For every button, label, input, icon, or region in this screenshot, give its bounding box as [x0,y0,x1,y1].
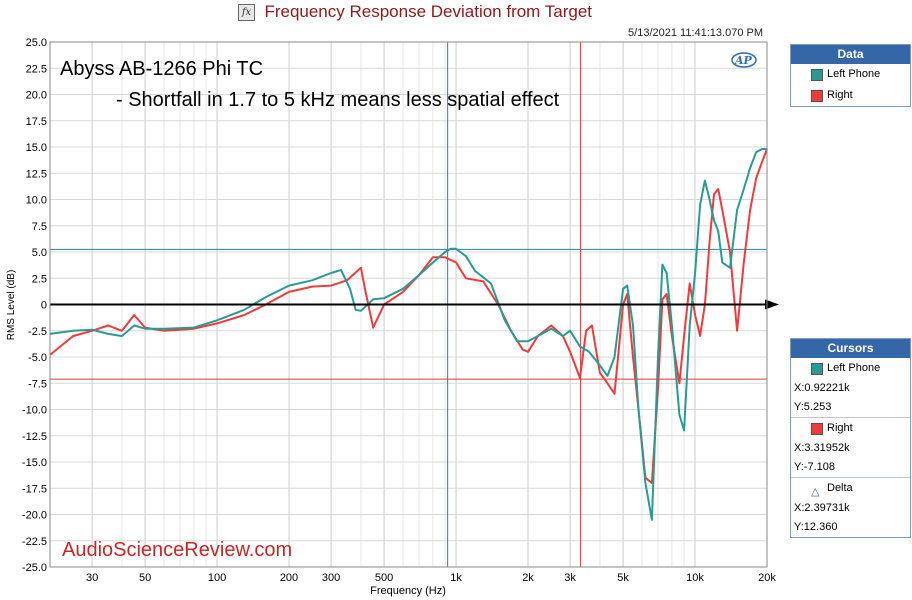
cursor-right-y: Y:-7.108 [794,461,835,473]
y-tick-label: -7.5 [28,378,47,390]
y-tick-label: -10.0 [22,405,47,417]
cursor-left-swatch [811,363,823,375]
y-axis-label: RMS Level (dB) [6,270,17,341]
x-tick-label: 300 [322,572,340,584]
y-tick-label: -15.0 [22,457,47,469]
right-swatch [811,90,823,102]
y-tick-label: -2.5 [28,326,47,338]
y-tick-label: -12.5 [22,431,47,443]
cursor-left-x: X:0.92221k [794,382,850,394]
x-tick-label: 20k [758,572,776,584]
fx-icon[interactable]: fx [237,3,255,21]
x-tick-label: 500 [375,572,393,584]
cursor-delta-name: △ Delta [791,478,910,499]
y-tick-label: 12.5 [26,168,47,180]
plot-frame [49,41,768,568]
annotation-line2: - Shortfall in 1.7 to 5 kHz means less s… [116,89,560,111]
cursors-panel: Cursors Left Phone X:0.92221k Y:5.253 Ri… [790,338,911,538]
y-tick-label: 0 [41,300,47,312]
delta-icon: △ [811,486,820,498]
axis-layer: 30 50 100 200 300 500 1k 2k 3k 5k 10k 20k 25.0 22.5 20… [22,37,779,584]
data-panel: Data Left Phone Right [790,44,911,107]
cursor-delta-y: Y:12.360 [794,521,838,533]
cursor-left-block[interactable]: Left Phone X:0.92221k Y:5.253 [791,358,910,417]
legend-label-right: Right [827,89,853,101]
watermark: AudioScienceReview.com [62,539,292,561]
y-tick-label: 2.5 [32,273,47,285]
y-tick-label: -20.0 [22,510,47,522]
legend-label-left-phone: Left Phone [827,68,881,80]
series-line-left-phone [49,148,767,521]
chart-title: Frequency Response Deviation from Target [264,2,593,21]
x-tick-label: 10k [686,572,704,584]
series-layer [49,148,768,521]
x-tick-label: 2k [522,572,534,584]
y-tick-label: 20.0 [26,90,47,102]
legend-item-left-phone[interactable]: Left Phone [791,64,910,85]
series-line-right [49,148,768,484]
cursor-right-swatch [811,423,823,435]
y-tick-label: 5.0 [32,247,47,259]
y-tick-label: 25.0 [26,37,47,49]
x-tick-label: 200 [280,572,298,584]
cursor-delta-label: Delta [827,482,853,494]
y-tick-label: -17.5 [22,483,47,495]
y-tick-label: 22.5 [26,63,47,75]
timestamp: 5/13/2021 11:41:13.070 PM [628,27,763,39]
legend-item-right[interactable]: Right [791,85,910,106]
data-panel-header: Data [791,45,910,64]
y-tick-label: 17.5 [26,116,47,128]
x-tick-label: 100 [208,572,226,584]
cursor-right-label: Right [827,422,853,434]
x-axis-label: Frequency (Hz) [370,585,446,597]
cursor-left-y: Y:5.253 [794,401,832,413]
cursor-left-label: Left Phone [827,362,881,374]
x-tick-label: 1k [450,572,462,584]
y-tick-label: -22.5 [22,536,47,548]
x-tick-label: 3k [564,572,576,584]
y-tick-label: 7.5 [32,221,47,233]
left-phone-swatch [811,69,823,81]
cursor-delta-block[interactable]: △ Delta X:2.39731k Y:12.360 [791,477,910,537]
x-tick-label: 5k [617,572,629,584]
title-bar: fx Frequency Response Deviation from Tar… [0,2,830,22]
annotation-line1: Abyss AB-1266 Phi TC [60,58,263,80]
cursors-panel-header: Cursors [791,339,910,358]
ap-logo-text: AP [734,54,753,67]
zero-axis-arrowhead [765,299,779,310]
cursor-right-block[interactable]: Right X:3.31952k Y:-7.108 [791,417,910,477]
ap-logo: AP [731,52,757,68]
y-tick-label: 10.0 [26,195,47,207]
y-tick-label: 15.0 [26,142,47,154]
cursor-delta-x: X:2.39731k [794,502,850,514]
cursor-right-x: X:3.31952k [794,442,850,454]
y-tick-label: -5.0 [28,352,47,364]
cursor-left-name: Left Phone [791,358,910,379]
x-tick-label: 30 [86,572,98,584]
cursor-right-name: Right [791,418,910,439]
y-tick-label: -25.0 [22,562,47,574]
x-tick-label: 50 [139,572,151,584]
